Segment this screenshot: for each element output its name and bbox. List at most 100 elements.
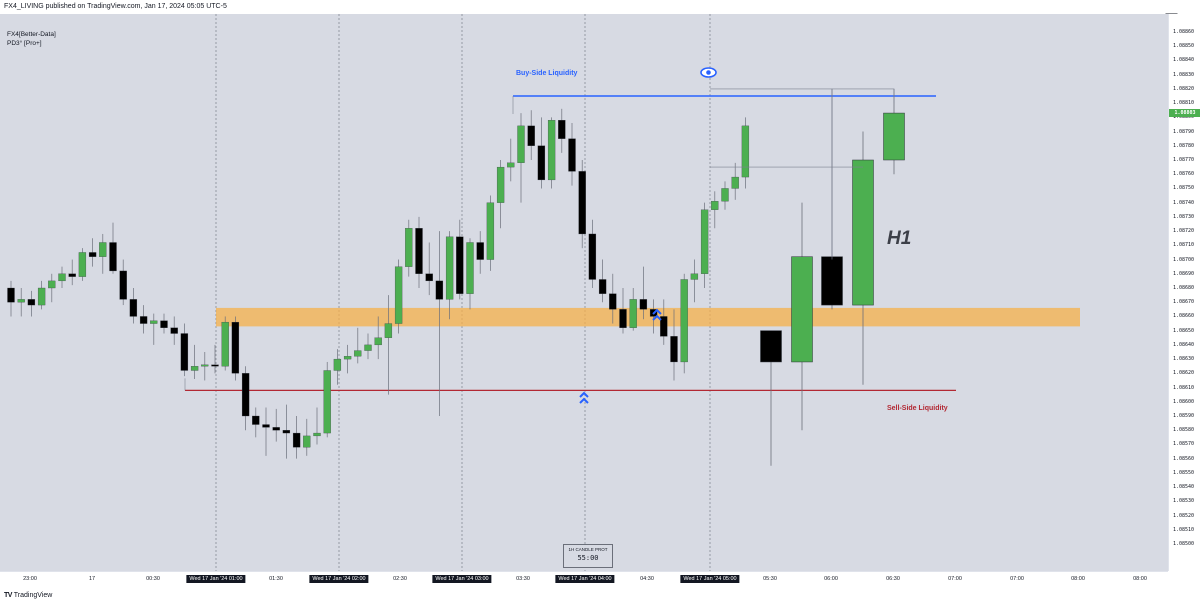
time-tick-label: 07:00 <box>948 576 962 582</box>
time-tick-highlight: Wed 17 Jan '24 05:00 <box>680 575 740 583</box>
price-tick-label: 1.08820 <box>1173 85 1195 92</box>
h1-candle-body <box>852 159 874 306</box>
m5-candle-body <box>476 242 484 260</box>
price-tick-label: 1.08580 <box>1173 427 1195 434</box>
m5-candle-body <box>252 415 260 425</box>
indicator-name-1[interactable]: FX4[Better-Data] <box>7 31 56 38</box>
indicator-legend: FX4[Better-Data] PD3° [Pro+] <box>7 30 56 48</box>
m5-candle-body <box>99 242 107 257</box>
m5-candle-body <box>670 336 678 363</box>
m5-candle-body <box>211 364 219 367</box>
m5-candle-body <box>711 201 719 210</box>
m5-candle-body <box>558 120 566 139</box>
price-tick-label: 1.08600 <box>1173 398 1195 405</box>
m5-candle-body <box>333 358 342 371</box>
m5-candle-body <box>486 202 495 260</box>
price-tick-label: 1.08720 <box>1173 228 1195 235</box>
publisher-text: FX4_LIVING published on TradingView.com,… <box>4 3 227 10</box>
price-axis[interactable]: 1.08860 1.08850 1.08840 1.08830 1.08820 1.088… <box>1168 14 1200 571</box>
h1-link-lines <box>710 88 895 260</box>
price-tick-label: 1.08830 <box>1173 71 1195 78</box>
time-tick-label: 03:30 <box>516 576 530 582</box>
price-tick-label: 1.08740 <box>1173 199 1195 206</box>
m5-candle-body <box>109 242 117 272</box>
chart-pane[interactable]: FX4[Better-Data] PD3° [Pro+] <box>0 14 1168 571</box>
m5-candle-body <box>435 280 444 300</box>
m5-candle-body <box>374 337 382 346</box>
m5-candle-body <box>527 125 535 146</box>
footer-bar: TV TradingView <box>0 588 1200 603</box>
m5-candle-body <box>201 364 209 367</box>
candlestick-chart[interactable] <box>0 14 1168 571</box>
m5-candles <box>7 108 750 459</box>
time-tick-label: 01:30 <box>269 576 283 582</box>
price-tick-label: 1.08680 <box>1173 285 1195 291</box>
m5-candle-body <box>537 145 546 181</box>
countdown-title: 1H CANDLE PROT <box>568 547 608 552</box>
price-tick-label: 1.08510 <box>1173 526 1195 533</box>
m5-candle-body <box>221 321 229 367</box>
time-tick-label: 04:30 <box>640 576 654 582</box>
price-tick-label: 1.08850 <box>1173 43 1195 50</box>
m5-candle-body <box>272 427 280 431</box>
candle-countdown-box: 1H CANDLE PROT 55:00 <box>563 544 613 568</box>
price-tick-label: 1.08860 <box>1173 29 1195 35</box>
m5-candle-body <box>48 280 56 289</box>
price-tick-label: 1.08500 <box>1173 541 1195 547</box>
m5-candle-body <box>190 366 199 371</box>
eye-icon <box>700 67 717 78</box>
price-tick-label: 1.08620 <box>1173 370 1195 377</box>
time-tick-label: 06:30 <box>886 576 900 582</box>
m5-candle-body <box>588 233 597 280</box>
double-chevron-up-icon <box>579 391 589 404</box>
m5-candle-body <box>231 321 240 374</box>
m5-candle-body <box>547 120 556 181</box>
m5-candle-body <box>456 236 464 294</box>
m5-candle-body <box>384 323 393 338</box>
price-tick-label: 1.08730 <box>1173 213 1195 220</box>
m5-candle-body <box>568 138 576 172</box>
price-tick-label: 1.08770 <box>1173 157 1195 163</box>
h1-candle-body <box>791 256 813 363</box>
m5-candle-body <box>323 370 331 434</box>
m5-candle-body <box>629 299 637 328</box>
time-tick-highlight: Wed 17 Jan '24 01:00 <box>186 575 246 583</box>
m5-candle-body <box>700 209 709 274</box>
price-tick-label: 1.08690 <box>1173 270 1195 277</box>
m5-candle-body <box>58 273 66 282</box>
m5-candle-body <box>445 236 454 300</box>
time-tick-label: 23:00 <box>23 576 37 582</box>
countdown-time: 55:00 <box>577 554 599 562</box>
m5-candle-body <box>354 350 362 357</box>
zone-layer <box>216 307 1080 327</box>
time-tick-label: 08:00 <box>1071 576 1085 582</box>
time-tick-label: 02:30 <box>393 576 407 582</box>
buy-side-liquidity-label: Buy-Side Liquidity <box>516 70 578 77</box>
m5-candle-body <box>639 299 648 310</box>
m5-candle-body <box>37 287 46 306</box>
level-layer <box>184 95 956 391</box>
m5-candle-body <box>425 273 433 282</box>
m5-candle-body <box>139 316 148 324</box>
m5-candle-body <box>660 316 668 337</box>
price-tick-label: 1.08810 <box>1173 100 1195 107</box>
indicator-name-2[interactable]: PD3° [Pro+] <box>7 40 42 47</box>
price-tick-label: 1.08840 <box>1173 57 1195 64</box>
m5-candle-body <box>303 435 311 448</box>
m5-candle-body <box>578 171 586 235</box>
m5-candle-body <box>415 228 423 274</box>
m5-candle-body <box>68 273 76 277</box>
brand-name: TradingView <box>13 592 53 599</box>
time-axis[interactable]: 23:00 17 00:30 Wed 17 Jan '24 01:00 01:30 Wed… <box>0 571 1168 589</box>
time-tick-label: 08:00 <box>1133 576 1147 582</box>
m5-candle-body <box>394 266 403 324</box>
time-tick-label: 17 <box>88 576 96 582</box>
m5-candle-body <box>609 293 617 310</box>
h1-candle-body <box>883 112 905 161</box>
session-separators <box>215 14 711 571</box>
h1-high-connector <box>710 88 895 104</box>
price-tick-label: 1.08570 <box>1173 441 1195 448</box>
m5-candle-body <box>88 252 97 257</box>
m5-candle-body <box>241 373 250 417</box>
m5-candle-body <box>405 228 413 267</box>
